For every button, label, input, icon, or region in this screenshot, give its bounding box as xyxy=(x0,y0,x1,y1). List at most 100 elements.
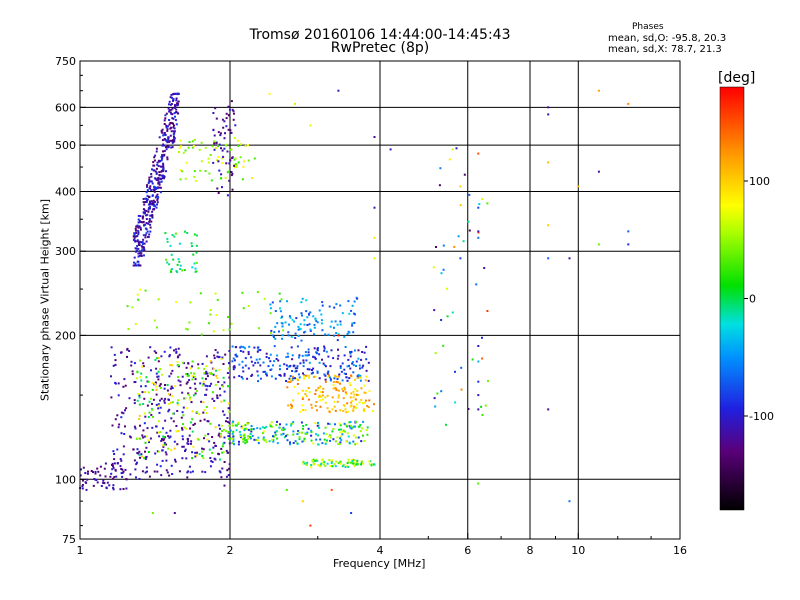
data-point xyxy=(131,306,134,309)
data-point xyxy=(215,374,218,377)
data-point xyxy=(164,114,167,117)
data-point xyxy=(165,148,168,151)
data-point xyxy=(343,354,346,357)
data-point xyxy=(321,391,324,394)
data-point xyxy=(161,373,163,376)
data-point xyxy=(365,429,368,432)
data-point xyxy=(209,309,212,312)
data-point xyxy=(320,462,323,465)
data-point xyxy=(192,424,195,426)
data-point xyxy=(143,209,146,212)
data-point xyxy=(191,378,194,381)
data-point xyxy=(163,119,166,122)
data-point xyxy=(338,373,341,376)
data-point xyxy=(357,374,360,376)
data-point xyxy=(158,384,161,387)
data-point xyxy=(172,92,175,95)
data-point xyxy=(363,408,366,411)
data-point xyxy=(282,429,285,432)
data-point xyxy=(175,97,178,100)
data-point xyxy=(154,196,157,199)
data-point xyxy=(237,443,240,446)
data-point xyxy=(198,453,201,456)
data-point xyxy=(278,364,281,367)
data-point xyxy=(324,365,327,368)
data-point xyxy=(136,452,139,454)
data-point xyxy=(157,181,160,184)
data-point xyxy=(156,187,159,190)
data-point xyxy=(142,246,145,248)
data-point xyxy=(166,139,169,142)
data-point xyxy=(256,350,259,353)
data-point xyxy=(276,442,279,445)
data-point xyxy=(224,143,227,146)
data-point xyxy=(138,414,141,417)
data-point xyxy=(191,245,193,247)
data-point xyxy=(126,348,129,351)
data-point xyxy=(143,203,146,206)
data-point xyxy=(117,426,120,429)
data-point xyxy=(316,371,319,374)
data-point xyxy=(221,451,224,454)
data-point xyxy=(149,437,152,440)
data-point xyxy=(341,388,344,390)
data-point xyxy=(161,128,164,131)
data-point xyxy=(290,424,292,427)
data-point xyxy=(343,372,346,375)
data-point xyxy=(363,391,366,394)
data-point xyxy=(168,103,170,106)
data-point xyxy=(137,221,140,224)
data-point xyxy=(247,422,249,425)
data-point xyxy=(186,381,189,384)
data-point xyxy=(92,471,94,474)
data-point xyxy=(173,127,176,130)
data-point xyxy=(336,339,339,342)
data-point xyxy=(163,133,166,136)
data-point xyxy=(177,376,179,378)
data-point xyxy=(279,423,281,426)
data-point xyxy=(157,378,160,381)
data-point xyxy=(181,170,184,173)
data-point xyxy=(173,106,176,109)
data-point xyxy=(298,436,301,439)
data-point xyxy=(216,355,219,358)
data-point xyxy=(151,216,154,219)
data-point xyxy=(373,403,375,406)
data-point xyxy=(113,476,116,479)
data-point xyxy=(187,374,190,377)
data-point xyxy=(170,372,173,375)
data-point xyxy=(120,459,123,462)
data-point xyxy=(300,421,303,424)
data-point xyxy=(282,432,285,435)
data-point xyxy=(142,362,145,365)
data-point xyxy=(148,441,150,444)
data-point xyxy=(172,140,175,143)
data-point xyxy=(189,367,192,370)
data-point xyxy=(155,195,158,198)
data-point xyxy=(200,141,203,144)
data-point xyxy=(214,458,217,461)
data-point xyxy=(271,425,274,428)
data-point xyxy=(352,390,355,393)
data-point xyxy=(201,384,204,387)
data-point xyxy=(148,206,151,208)
data-point xyxy=(174,460,177,463)
data-point xyxy=(292,430,295,433)
data-point xyxy=(193,262,196,265)
data-point xyxy=(278,292,281,295)
data-point xyxy=(481,198,484,200)
data-point xyxy=(339,431,342,434)
data-point xyxy=(124,409,126,412)
data-point xyxy=(149,214,152,217)
data-point xyxy=(176,402,179,404)
data-point xyxy=(349,367,352,370)
data-point xyxy=(169,435,172,438)
data-point xyxy=(238,430,241,433)
data-point xyxy=(334,387,337,390)
data-point xyxy=(185,427,188,430)
data-point xyxy=(149,200,151,203)
data-point xyxy=(310,429,313,432)
data-point xyxy=(172,135,175,138)
data-point xyxy=(212,330,215,333)
data-point xyxy=(173,132,176,135)
